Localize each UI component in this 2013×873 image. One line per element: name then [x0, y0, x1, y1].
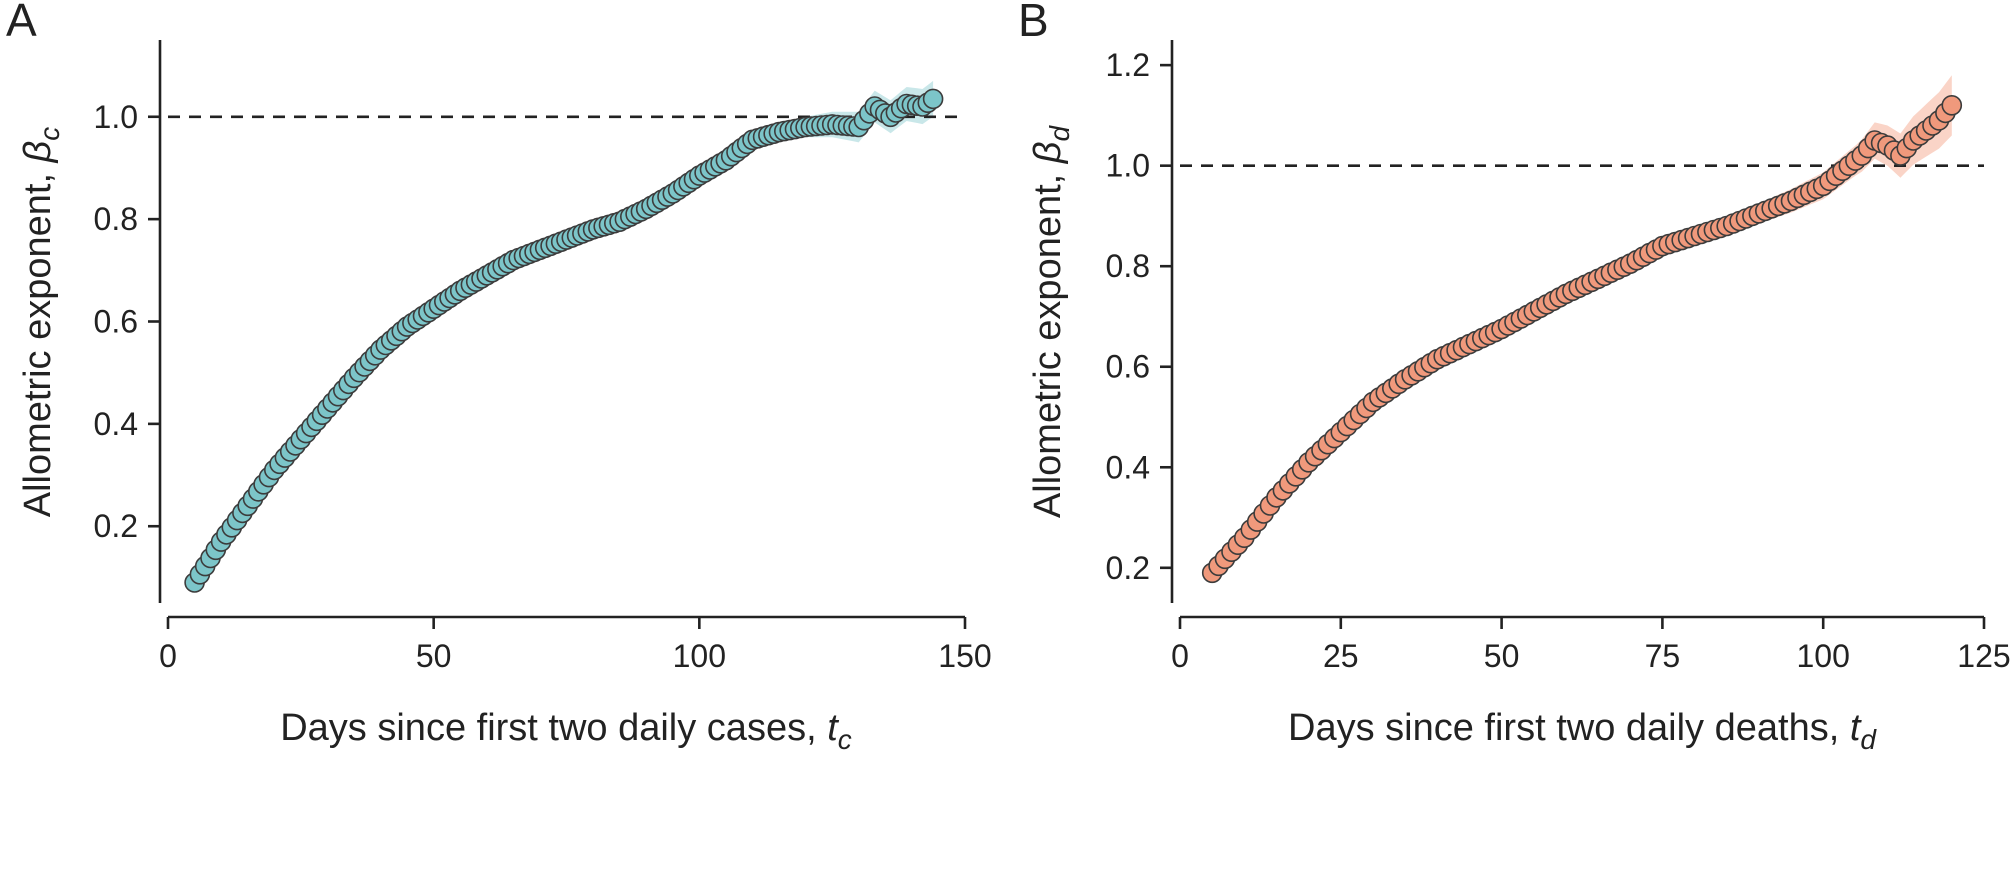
x-axis-label-subscript: d	[1860, 724, 1877, 755]
x-tick-label: 75	[1645, 638, 1681, 674]
y-tick-label: 0.8	[94, 201, 138, 237]
x-axis-label-text: Days since first two daily deaths,	[1288, 707, 1850, 749]
x-tick-label: 50	[416, 638, 452, 674]
x-axis-label-variable: t	[827, 707, 839, 749]
y-axis-label-text: Allometric exponent,	[17, 162, 59, 517]
y-tick-label: 0.6	[94, 304, 138, 340]
y-axis-label-subscript: d	[1044, 125, 1075, 142]
y-tick-label: 1.2	[1106, 47, 1150, 83]
y-axis-label-subscript: c	[34, 127, 65, 141]
x-tick-label: 150	[938, 638, 991, 674]
x-axis-label-text: Days since first two daily cases,	[280, 707, 827, 749]
panel-b-allometric-exponent-deaths: B 0.2 0.4 0.6 0.8 1.0 1.2 0 25 50 75 100 125 Days sin…	[1018, 0, 2011, 755]
panel-letter-a: A	[6, 0, 37, 46]
y-axis-label-variable: β	[1027, 142, 1069, 165]
x-axis-label-subscript: c	[838, 724, 852, 755]
y-tick-label: 0.2	[1106, 550, 1150, 586]
x-axis-label: Days since first two daily deaths, td	[1288, 707, 1877, 755]
y-tick-label: 0.2	[94, 508, 138, 544]
data-point	[1941, 95, 1963, 116]
x-axis-label: Days since first two daily cases, tc	[280, 707, 852, 755]
x-tick-label: 25	[1323, 638, 1359, 674]
panel-a-allometric-exponent-cases: A 0.2 0.4 0.6 0.8 1.0 0 50 100 150 Days since firs…	[6, 0, 992, 755]
x-tick-label: 0	[159, 638, 177, 674]
y-axis-label-text: Allometric exponent,	[1027, 163, 1069, 518]
x-tick-label: 125	[1957, 638, 2010, 674]
y-tick-label: 0.4	[94, 406, 138, 442]
x-axis-label-variable: t	[1850, 707, 1862, 749]
x-tick-label: 50	[1484, 638, 1520, 674]
y-tick-label: 1.0	[94, 99, 138, 135]
confidence-band	[1212, 75, 1952, 576]
confidence-band	[194, 80, 934, 586]
x-tick-label: 0	[1171, 638, 1189, 674]
data-point	[922, 88, 944, 110]
x-tick-label: 100	[673, 638, 726, 674]
y-tick-label: 0.8	[1106, 248, 1150, 284]
panel-letter-b: B	[1018, 0, 1049, 46]
y-tick-label: 0.4	[1106, 449, 1150, 485]
y-axis-label-variable: β	[17, 141, 59, 164]
y-axis-label: Allometric exponent, βd	[1027, 125, 1075, 519]
y-tick-label: 1.0	[1106, 148, 1150, 184]
y-tick-label: 0.6	[1106, 349, 1150, 385]
x-tick-label: 100	[1797, 638, 1850, 674]
y-axis-label: Allometric exponent, βc	[17, 127, 65, 518]
